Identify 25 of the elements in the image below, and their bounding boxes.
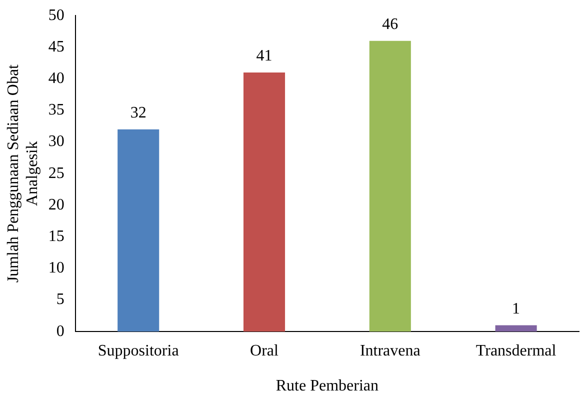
y-tick-label: 25 <box>48 164 64 182</box>
data-label: 1 <box>512 300 520 318</box>
y-tick-label: 40 <box>48 70 64 88</box>
x-tick-label: Transdermal <box>476 342 557 360</box>
data-label: 41 <box>256 48 272 65</box>
y-tick-label: 15 <box>48 228 64 246</box>
x-tick-label: Suppositoria <box>98 342 179 360</box>
y-tick-label: 5 <box>56 291 64 308</box>
y-tick-label: 50 <box>48 6 64 24</box>
x-tick-label: Oral <box>250 342 280 360</box>
y-axis-title: Jumlah Penggunaan Sediaan Obat Analgesik <box>4 64 42 283</box>
bar <box>495 325 537 332</box>
bar <box>243 72 286 332</box>
y-tick-label: 35 <box>48 102 64 119</box>
bar <box>118 129 160 332</box>
y-tick-label: 0 <box>56 322 64 340</box>
y-tick-label: 45 <box>48 38 64 56</box>
x-tick-label: Intravena <box>360 342 420 360</box>
bar <box>369 40 411 332</box>
data-label: 46 <box>382 16 398 34</box>
y-tick-label: 10 <box>48 260 64 277</box>
y-tick-label: 20 <box>48 196 64 214</box>
y-tick-label: 30 <box>48 133 64 150</box>
x-axis-title: Rute Pemberian <box>276 378 379 395</box>
data-label: 32 <box>130 104 146 122</box>
